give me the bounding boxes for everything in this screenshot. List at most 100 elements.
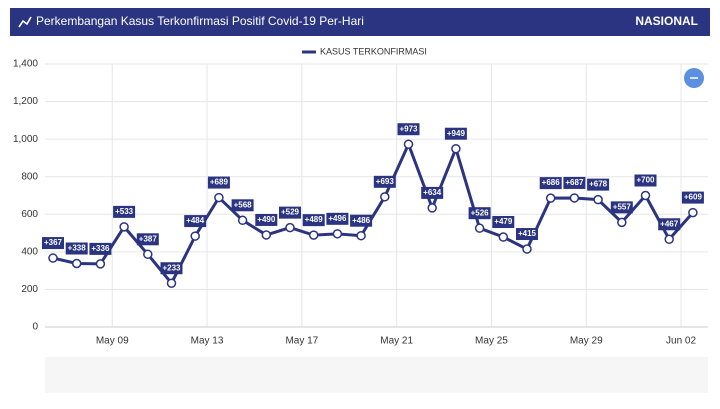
- header-bar: [10, 8, 710, 36]
- value-label: +529: [281, 208, 300, 217]
- point: [95, 259, 106, 269]
- value-label: +689: [210, 178, 229, 187]
- value-label: +490: [257, 215, 276, 224]
- value-label-box: [587, 178, 610, 191]
- value-label-box: [658, 218, 681, 231]
- value-label: +687: [565, 178, 584, 187]
- point: [237, 215, 248, 226]
- point: [71, 258, 82, 269]
- y-tick-label: 1,000: [13, 134, 38, 145]
- value-label-box: [302, 214, 325, 227]
- value-label-box: [397, 123, 420, 136]
- value-label: +557: [613, 202, 632, 211]
- value-label-box: [539, 177, 562, 190]
- value-label-box: [492, 216, 515, 229]
- point: [640, 190, 651, 201]
- value-label-box: [279, 206, 301, 219]
- value-label: +609: [684, 193, 703, 202]
- point: [451, 143, 461, 154]
- value-label-box: [65, 242, 88, 255]
- y-tick-label: 0: [32, 322, 38, 333]
- value-label-box: [350, 214, 373, 227]
- value-label: +367: [44, 238, 63, 247]
- x-tick-label: Jun 02: [666, 336, 696, 347]
- value-label-box: [444, 127, 467, 140]
- value-label: +479: [494, 217, 513, 226]
- value-label-box: [113, 205, 136, 218]
- point: [688, 207, 698, 218]
- navigator[interactable]: [45, 357, 708, 393]
- y-tick-label: 400: [21, 246, 38, 257]
- y-tick-label: 1,200: [13, 96, 38, 107]
- value-label: +686: [542, 178, 561, 187]
- value-label-box: [610, 201, 633, 214]
- point: [143, 249, 153, 260]
- value-label: +338: [68, 244, 87, 253]
- value-label-box: [231, 199, 254, 212]
- point: [308, 230, 319, 240]
- value-label: +526: [471, 208, 490, 217]
- y-tick-label: 800: [21, 171, 38, 182]
- point: [593, 194, 603, 205]
- point: [261, 230, 272, 240]
- value-label-box: [89, 242, 112, 255]
- x-tick-label: May 21: [380, 336, 413, 347]
- point: [190, 231, 200, 241]
- value-label: +949: [447, 129, 466, 138]
- value-label-box: [563, 176, 586, 189]
- value-label: +387: [139, 234, 158, 243]
- header-scope: NASIONAL: [635, 14, 698, 28]
- value-label: +634: [423, 188, 442, 197]
- value-label-box: [516, 228, 538, 241]
- x-tick-label: May 17: [285, 336, 318, 347]
- value-label-box: [468, 207, 491, 220]
- value-label: +336: [91, 244, 110, 253]
- point: [285, 222, 295, 233]
- value-label-box: [255, 213, 278, 226]
- value-label-box: [207, 176, 230, 189]
- value-label: +489: [305, 215, 324, 224]
- point: [474, 223, 485, 233]
- point: [522, 244, 532, 254]
- point: [427, 203, 437, 213]
- point: [48, 253, 58, 263]
- header-icon: [18, 16, 32, 28]
- plot: 0 200 400 600 800 1,000 1,200 1,400 May 09 May 13…: [13, 46, 708, 347]
- value-label-box: [136, 233, 159, 246]
- point: [664, 234, 674, 245]
- value-label-box: [634, 174, 657, 187]
- y-tick-label: 1,400: [13, 59, 38, 70]
- value-label-box: [681, 191, 704, 204]
- value-label-box: [160, 262, 183, 275]
- point: [380, 192, 390, 202]
- header-title: Perkembangan Kasus Terkonfirmasi Positif…: [36, 14, 364, 28]
- value-label: +467: [660, 219, 679, 228]
- value-label: +496: [328, 214, 347, 223]
- y-tick-label: 600: [21, 209, 38, 220]
- x-tick-label: May 25: [475, 336, 508, 347]
- point: [569, 193, 580, 203]
- x-tick-label: May 13: [191, 336, 224, 347]
- point: [119, 222, 129, 232]
- point: [617, 217, 627, 228]
- series-line: [52, 140, 695, 286]
- y-tick-label: 200: [21, 284, 38, 295]
- value-label: +486: [352, 216, 371, 225]
- value-label: +678: [589, 180, 608, 189]
- value-label-box: [326, 212, 349, 225]
- value-label: +973: [399, 124, 418, 133]
- point: [332, 229, 343, 239]
- value-label: +693: [376, 177, 395, 186]
- value-label-box: [421, 186, 444, 199]
- point: [498, 232, 509, 242]
- x-tick-label: May 29: [570, 336, 603, 347]
- point: [403, 139, 414, 149]
- value-label-box: [184, 215, 207, 228]
- value-label: +484: [186, 216, 205, 225]
- value-label: +568: [234, 200, 253, 209]
- legend-label: KASUS TERKONFIRMASI: [320, 46, 427, 56]
- value-label-box: [373, 175, 396, 188]
- point: [545, 193, 556, 203]
- value-label-box: [42, 237, 64, 250]
